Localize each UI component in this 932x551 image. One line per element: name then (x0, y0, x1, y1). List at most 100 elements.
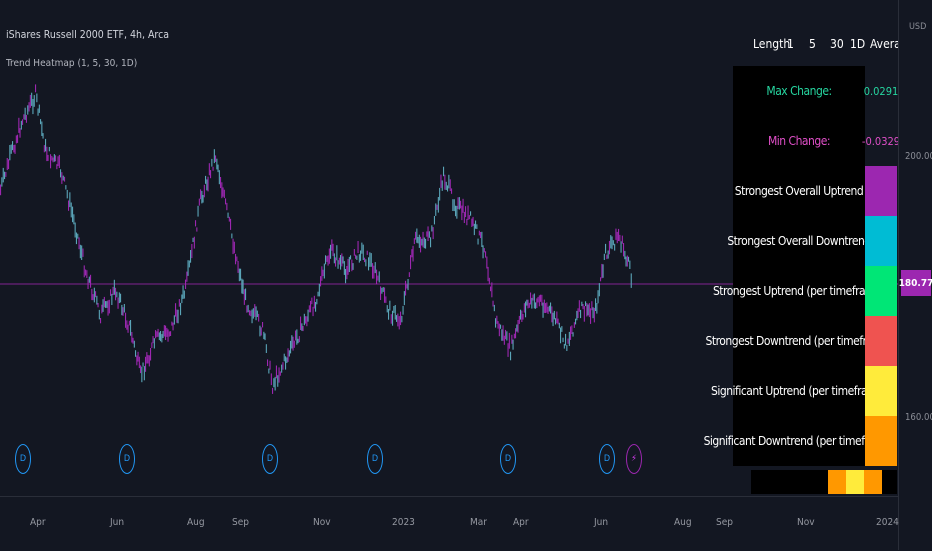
candle (18, 117, 20, 133)
candle (246, 305, 248, 313)
candle (297, 338, 299, 344)
candle (625, 256, 627, 267)
candle (596, 303, 598, 314)
candle (328, 248, 330, 264)
candle (563, 343, 565, 349)
candle (263, 331, 265, 340)
candle (236, 256, 238, 262)
candle (81, 245, 83, 260)
candle (5, 172, 7, 177)
indicator-legend[interactable]: Trend Heatmap (1, 5, 30, 1D) (6, 58, 138, 69)
candle (536, 298, 538, 308)
candle (113, 279, 115, 295)
dividend-icon[interactable]: D (500, 444, 516, 474)
candle (108, 299, 110, 314)
candle (72, 206, 74, 223)
candle (36, 93, 38, 103)
min-change-value: -0.0329 (861, 134, 901, 148)
candle (90, 274, 92, 288)
candle (318, 283, 320, 297)
candle (251, 309, 253, 324)
dividend-icon[interactable]: D (119, 444, 135, 474)
candle (70, 202, 72, 218)
header-1d: 1D (850, 37, 866, 51)
candle (368, 257, 370, 271)
candle (212, 166, 214, 171)
candle (136, 355, 138, 366)
candle (369, 252, 371, 267)
candle (217, 164, 219, 173)
candle (350, 255, 352, 260)
candle (449, 179, 451, 191)
candle (158, 332, 160, 341)
candle (365, 259, 367, 267)
candle (237, 261, 239, 273)
candle (337, 260, 339, 269)
candle (362, 244, 364, 260)
candle (620, 241, 622, 253)
chart-area[interactable]: iShares Russell 2000 ETF, 4h, Arca Trend… (0, 0, 914, 496)
candle (378, 271, 380, 283)
candle (259, 325, 261, 337)
symbol-title[interactable]: iShares Russell 2000 ETF, 4h, Arca (6, 29, 170, 41)
candle (598, 283, 600, 297)
candle (498, 323, 500, 337)
candle (225, 198, 227, 205)
candle (316, 298, 318, 305)
dividend-icon[interactable]: D (599, 444, 615, 474)
candle (465, 206, 467, 218)
candle (501, 329, 503, 341)
candle (242, 279, 244, 295)
candle (66, 189, 68, 199)
candle (182, 285, 184, 299)
candle (605, 243, 607, 254)
candle (282, 362, 284, 370)
candle (335, 257, 337, 267)
candle (320, 276, 322, 287)
time-label: Jun (110, 517, 125, 528)
dividend-icon[interactable]: D (262, 444, 278, 474)
legend-label: Significant Uptrend (per timeframe) (711, 366, 888, 416)
candle (572, 332, 574, 337)
earnings-icon[interactable]: ⚡ (626, 444, 642, 474)
time-label: 2023 (392, 517, 415, 528)
heatmap-header: Length 1 5 30 1D Average (733, 30, 914, 60)
candle (50, 154, 52, 169)
candle (537, 296, 539, 303)
legend-swatch (865, 416, 897, 466)
candle (502, 325, 504, 341)
candle (135, 350, 137, 357)
candle (101, 304, 103, 314)
candle (142, 362, 144, 367)
candle (500, 324, 502, 329)
candle (27, 105, 29, 115)
legend-label: Strongest Uptrend (per timeframe) (713, 266, 886, 316)
candle (77, 233, 79, 239)
candle (4, 171, 6, 180)
dividend-icon[interactable]: D (367, 444, 383, 474)
candle (238, 268, 240, 282)
candle (614, 243, 616, 251)
candle (467, 205, 469, 220)
candle (472, 216, 474, 226)
price-chart[interactable] (0, 0, 898, 496)
candle (389, 300, 391, 311)
time-axis[interactable]: Apr Jun Aug Sep Nov 2023 Mar Apr Jun Aug… (0, 496, 899, 551)
price-axis[interactable]: USD 200.00 160.00 180.77 (898, 0, 932, 550)
candle (619, 234, 621, 242)
candle (86, 270, 88, 278)
candle (522, 314, 524, 320)
candle (146, 352, 148, 364)
candle (435, 203, 437, 216)
candle (448, 174, 450, 189)
candle (228, 216, 230, 222)
candle (147, 355, 149, 364)
candle (548, 305, 550, 312)
candle (557, 318, 559, 325)
candle (615, 228, 617, 240)
candle (390, 314, 392, 324)
candle (340, 255, 342, 270)
dividend-icon[interactable]: D (15, 444, 31, 474)
candle (213, 149, 215, 164)
candle (73, 214, 75, 225)
